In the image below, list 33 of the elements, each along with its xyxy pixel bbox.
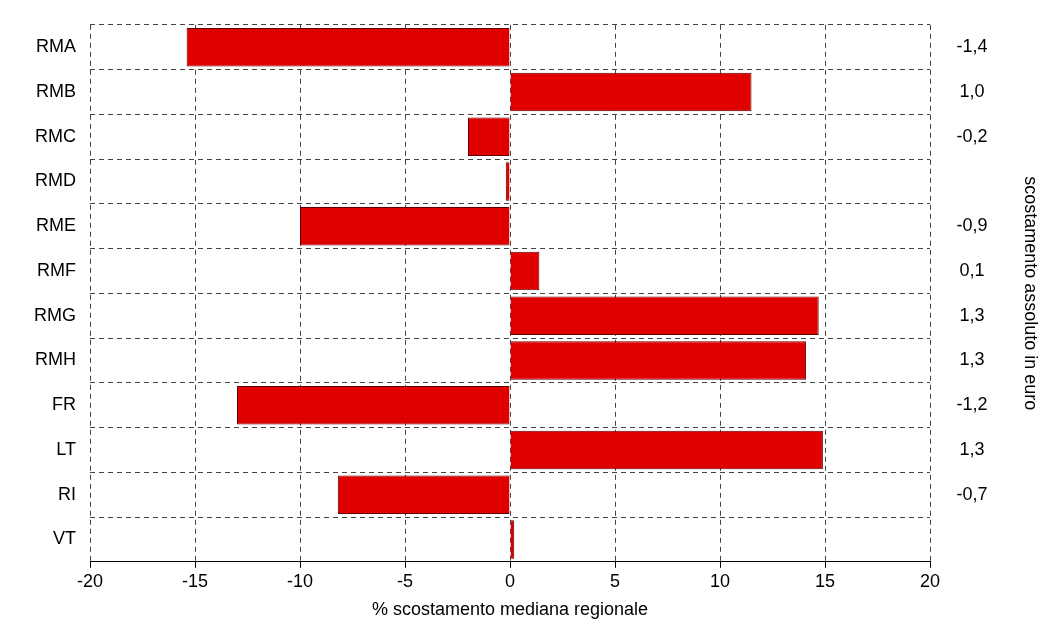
x-tick-label: -20 [76,570,104,591]
y-tick-label: RME [36,215,76,236]
x-tick-label: 5 [609,570,621,591]
y-tick-label: RMH [35,349,76,370]
y2-tick-label: -1,4 [956,36,988,57]
y2-tick-label: -1,2 [956,394,988,415]
y-tick-label: RI [58,483,76,504]
y-tick-label: LT [56,438,76,459]
y2-tick-label: -0,7 [956,483,988,504]
y2-tick-label: 1,3 [959,304,985,325]
x-axis-title: % scostamento mediana regionale [371,599,649,620]
y2-tick-label: 1,3 [959,438,985,459]
x-tick-label: 20 [919,570,941,591]
y2-tick-label: 1,3 [959,349,985,370]
y-tick-label: VT [52,528,76,549]
x-tick-label: 0 [504,570,516,591]
x-tick-label: 10 [709,570,731,591]
y2-tick-label: -0,9 [956,215,988,236]
y-tick-label: RMC [35,125,76,146]
y-tick-label: RMB [36,80,76,101]
y-tick-label: FR [52,394,76,415]
y2-axis-title: scostamento assoluto in euro [1021,176,1042,411]
x-tick-label: -10 [286,570,314,591]
y-tick-label: RMA [36,36,76,57]
y2-tick-label: -0,2 [956,125,988,146]
y-tick-label: RMF [37,259,76,280]
y2-tick-label: 1,0 [959,80,985,101]
x-tick-label: -15 [181,570,209,591]
x-tick-label: -5 [396,570,414,591]
x-tick-label: 15 [814,570,836,591]
y-tick-label: RMD [35,170,76,191]
y2-tick-label: 0,1 [959,259,985,280]
y-tick-label: RMG [34,304,76,325]
